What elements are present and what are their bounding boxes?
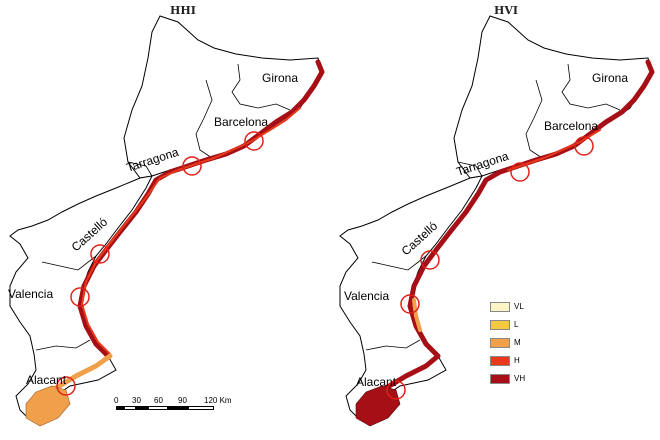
coast-band-m xyxy=(412,298,422,332)
highlight-circle-barcelona xyxy=(244,131,264,151)
highlight-circle-castello xyxy=(90,244,110,264)
legend-label-vl: VL xyxy=(514,302,524,311)
scale-segment-5 xyxy=(168,406,188,410)
province-label-alacant: Alacant xyxy=(26,373,67,387)
legend-swatch-vh xyxy=(490,373,510,384)
scale-segment-6 xyxy=(188,406,214,410)
border-castello-valencia xyxy=(371,255,427,271)
highlight-circle-barcelona xyxy=(574,136,594,156)
border-catalonia-castello xyxy=(457,161,483,177)
scale-tick-120: 120 Km xyxy=(204,396,232,405)
border-castello-valencia xyxy=(41,255,97,271)
map-hhi: Girona Barcelona Tarragona Castelló Vale… xyxy=(8,15,325,427)
scale-tick-0: 0 xyxy=(114,396,119,405)
highlight-circle-tarragona xyxy=(182,156,202,176)
border-girona-barcelona xyxy=(231,63,291,111)
legend-item-l: L xyxy=(490,318,550,331)
highlight-circle-castello xyxy=(420,250,440,270)
scale-tick-60: 60 xyxy=(154,396,163,405)
legend-item-vl: VL xyxy=(490,300,550,313)
map-hvi: Girona Barcelona Tarragona Castelló Vale… xyxy=(339,15,655,427)
highlight-circle-alacant xyxy=(386,380,406,400)
scale-tick-90: 90 xyxy=(178,396,187,405)
province-label-girona: Girona xyxy=(262,71,298,85)
province-label-girona: Girona xyxy=(592,71,628,85)
legend-item-vh: VH xyxy=(490,372,550,385)
province-label-barcelona: Barcelona xyxy=(544,119,598,133)
province-label-valencia: Valencia xyxy=(8,287,53,301)
scale-segment-4 xyxy=(148,406,168,410)
scale-bar: 0 30 60 90 120 Km xyxy=(110,396,310,426)
province-label-alacant: Alacant xyxy=(356,375,397,389)
border-catalonia-castello xyxy=(127,161,153,177)
coast-band-vh xyxy=(77,59,325,359)
legend-item-m: M xyxy=(490,336,550,349)
coast-band-vh xyxy=(369,59,655,405)
legend-label-h: H xyxy=(514,356,520,365)
scale-segment-1 xyxy=(116,406,124,410)
legend-swatch-h xyxy=(490,355,510,366)
map-title-hhi: HHI xyxy=(170,4,196,17)
scale-segment-2 xyxy=(124,406,136,410)
coast-band-h xyxy=(81,107,301,355)
scale-segment-3 xyxy=(136,406,148,410)
coast-band-h xyxy=(507,129,601,171)
legend-swatch-m xyxy=(490,337,510,348)
border-barcelona-tarragona xyxy=(525,79,543,159)
legend-label-m: M xyxy=(514,338,521,347)
border-valencia-alacant xyxy=(35,339,91,351)
legend-label-l: L xyxy=(514,320,519,329)
border-barcelona-tarragona xyxy=(195,79,213,159)
highlight-circle-valencia xyxy=(70,287,90,307)
border-valencia-alacant xyxy=(365,339,421,351)
map-title-hvi: HVI xyxy=(494,4,519,17)
legend-label-vh: VH xyxy=(514,374,526,383)
border-girona-barcelona xyxy=(561,63,621,111)
province-label-barcelona: Barcelona xyxy=(214,115,268,129)
legend-swatch-vl xyxy=(490,301,510,312)
scale-tick-30: 30 xyxy=(132,396,141,405)
highlight-circle-tarragona xyxy=(510,162,530,182)
legend: VL L M H VH xyxy=(490,300,550,390)
highlight-circle-alacant xyxy=(56,376,76,396)
province-label-valencia: Valencia xyxy=(344,289,389,303)
legend-swatch-l xyxy=(490,319,510,330)
legend-item-h: H xyxy=(490,354,550,367)
highlight-circle-valencia xyxy=(400,294,420,314)
